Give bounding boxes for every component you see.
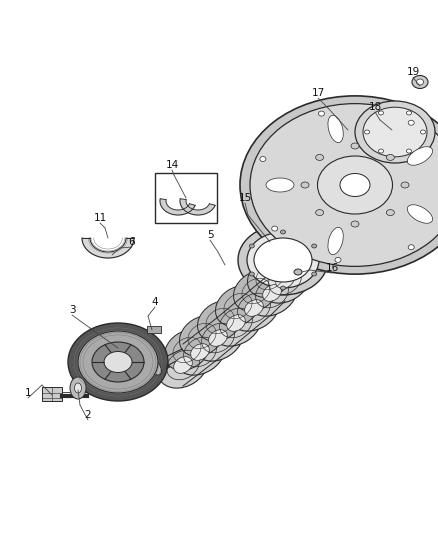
Ellipse shape	[74, 383, 81, 393]
Ellipse shape	[70, 377, 86, 399]
Ellipse shape	[318, 111, 325, 116]
Ellipse shape	[249, 272, 254, 276]
Ellipse shape	[328, 115, 343, 143]
Ellipse shape	[420, 130, 425, 134]
Ellipse shape	[378, 111, 384, 115]
Text: 19: 19	[406, 67, 420, 77]
Ellipse shape	[245, 300, 263, 316]
Ellipse shape	[378, 149, 384, 153]
Ellipse shape	[78, 331, 158, 393]
Ellipse shape	[280, 230, 286, 234]
Text: 17: 17	[311, 88, 325, 98]
Ellipse shape	[266, 178, 294, 192]
Ellipse shape	[233, 271, 279, 311]
Text: 5: 5	[207, 230, 213, 240]
Ellipse shape	[318, 156, 392, 214]
Ellipse shape	[386, 155, 394, 160]
Ellipse shape	[198, 301, 243, 341]
Ellipse shape	[312, 244, 317, 248]
Ellipse shape	[227, 314, 245, 332]
Ellipse shape	[250, 103, 438, 266]
Ellipse shape	[351, 221, 359, 227]
Ellipse shape	[68, 323, 168, 401]
Ellipse shape	[276, 272, 294, 288]
Ellipse shape	[238, 225, 328, 295]
Ellipse shape	[355, 101, 435, 163]
Ellipse shape	[417, 79, 424, 85]
Text: 3: 3	[69, 305, 75, 315]
Ellipse shape	[408, 245, 414, 250]
Ellipse shape	[328, 228, 343, 255]
Ellipse shape	[401, 182, 409, 188]
Ellipse shape	[316, 155, 324, 160]
Ellipse shape	[280, 286, 286, 290]
Ellipse shape	[228, 285, 280, 331]
Ellipse shape	[210, 300, 262, 346]
Ellipse shape	[260, 157, 266, 161]
Polygon shape	[155, 349, 182, 372]
Ellipse shape	[247, 232, 319, 288]
Ellipse shape	[180, 316, 225, 356]
Ellipse shape	[157, 342, 209, 388]
Ellipse shape	[408, 120, 414, 125]
Ellipse shape	[259, 257, 311, 303]
Ellipse shape	[191, 344, 209, 360]
Ellipse shape	[316, 209, 324, 215]
Ellipse shape	[272, 226, 278, 231]
Ellipse shape	[246, 270, 298, 316]
Ellipse shape	[335, 257, 341, 262]
Ellipse shape	[386, 209, 394, 215]
Text: 11: 11	[93, 213, 106, 223]
Polygon shape	[175, 248, 290, 375]
Ellipse shape	[301, 182, 309, 188]
Ellipse shape	[340, 174, 370, 197]
Ellipse shape	[406, 111, 411, 115]
Ellipse shape	[192, 315, 244, 361]
Ellipse shape	[363, 107, 427, 157]
Ellipse shape	[104, 351, 132, 373]
Text: 4: 4	[152, 297, 158, 307]
Ellipse shape	[165, 330, 209, 370]
Ellipse shape	[148, 359, 162, 375]
Polygon shape	[160, 199, 195, 215]
Ellipse shape	[240, 96, 438, 274]
Ellipse shape	[364, 130, 370, 134]
Text: 18: 18	[368, 102, 381, 112]
Ellipse shape	[351, 143, 359, 149]
Text: 6: 6	[129, 237, 135, 247]
Ellipse shape	[208, 330, 227, 346]
Ellipse shape	[174, 329, 226, 375]
Text: 15: 15	[238, 193, 251, 203]
Ellipse shape	[92, 342, 144, 382]
Ellipse shape	[247, 257, 293, 297]
Ellipse shape	[407, 205, 433, 223]
Bar	[155, 173, 217, 223]
Ellipse shape	[312, 272, 317, 276]
Ellipse shape	[412, 76, 428, 88]
Text: 1: 1	[25, 388, 31, 398]
Text: 14: 14	[166, 160, 179, 170]
Ellipse shape	[407, 147, 433, 165]
Ellipse shape	[254, 238, 312, 282]
Ellipse shape	[215, 286, 261, 326]
Ellipse shape	[249, 244, 254, 248]
Ellipse shape	[294, 269, 302, 275]
Bar	[42, 387, 62, 401]
Ellipse shape	[263, 285, 281, 301]
Text: 2: 2	[85, 410, 91, 420]
Polygon shape	[180, 199, 215, 215]
Ellipse shape	[174, 357, 192, 373]
Polygon shape	[82, 238, 134, 258]
Ellipse shape	[406, 149, 411, 153]
Bar	[147, 326, 161, 333]
Text: 16: 16	[325, 263, 339, 273]
